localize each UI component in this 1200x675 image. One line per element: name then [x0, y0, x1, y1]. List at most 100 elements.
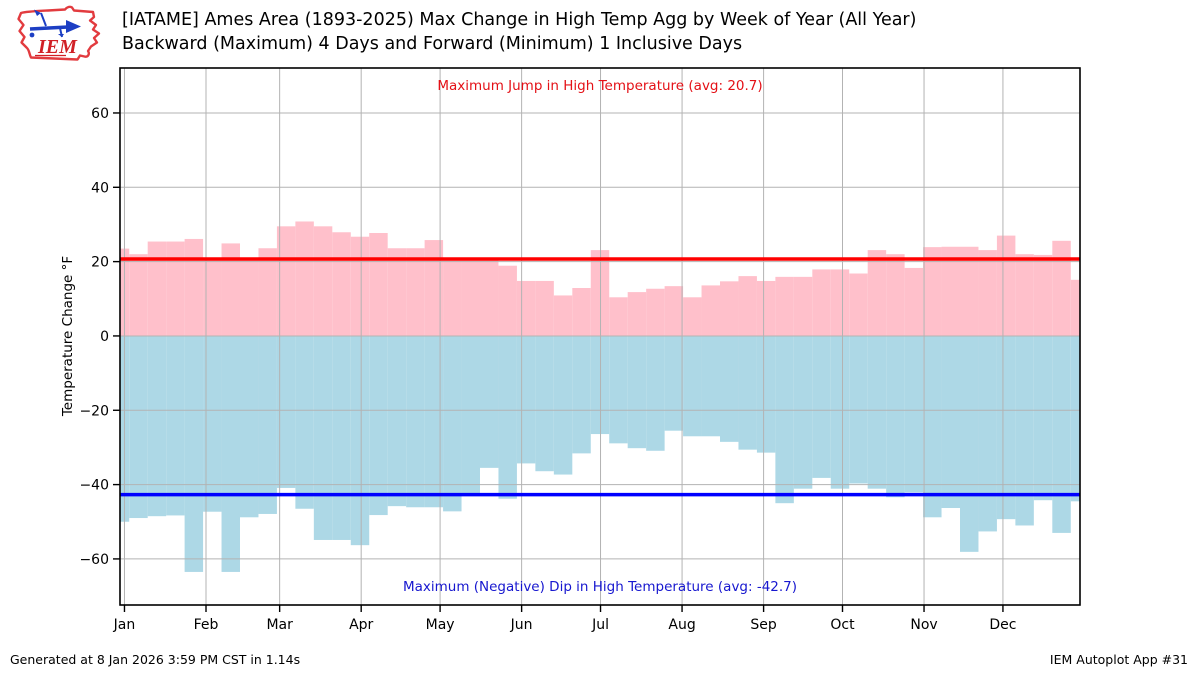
blue-bar-week-26: [572, 335, 591, 454]
blue-bar-week-12: [313, 335, 333, 540]
blue-bar-week-21: [480, 335, 499, 468]
blue-bar-week-29: [627, 335, 647, 449]
chart-title: [IATAME] Ames Area (1893-2025) Max Chang…: [122, 9, 916, 56]
red-bar-week-25: [553, 295, 573, 336]
blue-bar-week-42: [867, 335, 887, 489]
x-tick-label-Jul: Jul: [591, 617, 609, 633]
blue-bar-week-14: [350, 335, 370, 546]
red-bar-week-49: [996, 235, 1016, 336]
red-bar-week-41: [849, 273, 868, 336]
blue-bar-week-20: [461, 335, 480, 495]
red-bar-week-15: [369, 233, 388, 336]
red-bar-week-19: [443, 259, 462, 336]
blue-bar-week-17: [406, 335, 425, 508]
red-bar-week-8: [240, 258, 259, 336]
red-bar-week-27: [590, 250, 610, 336]
blue-bar-week-10: [276, 335, 296, 488]
red-bar-week-13: [332, 232, 351, 336]
red-bar-week-29: [627, 292, 647, 336]
red-bar-week-3: [147, 241, 167, 336]
red-bar-week-16: [387, 248, 407, 336]
y-axis-label: Temperature Change °F: [60, 255, 76, 417]
blue-bar-week-50: [1015, 335, 1034, 526]
red-bar-week-5: [184, 238, 204, 336]
red-bar-week-21: [480, 260, 499, 336]
blue-bar-week-5: [184, 335, 204, 572]
blue-bar-week-22: [498, 335, 517, 499]
blue-bar-week-30: [646, 335, 665, 451]
blue-bar-week-2: [129, 335, 148, 519]
blue-bar-week-32: [683, 335, 702, 437]
y-tick-label-0: 0: [100, 329, 109, 345]
iem-logo: IEM: [17, 5, 101, 61]
y-tick-label-60: 60: [91, 106, 109, 122]
red-bar-week-40: [830, 269, 850, 336]
blue-bar-week-9: [258, 335, 277, 514]
blue-bar-week-19: [443, 335, 462, 512]
red-bar-week-39: [812, 269, 831, 336]
blue-bar-week-33: [701, 335, 720, 437]
red-bar-week-28: [609, 297, 628, 336]
red-bar-week-12: [313, 226, 333, 336]
red-bar-week-47: [960, 246, 979, 336]
y-tick-label--40: −40: [79, 478, 109, 494]
weathervane-icon: [29, 9, 81, 38]
x-tick-label-Aug: Aug: [668, 617, 695, 633]
red-bar-week-45: [923, 247, 942, 336]
chart-title-line2: Backward (Maximum) 4 Days and Forward (M…: [122, 33, 743, 54]
blue-bar-week-23: [516, 335, 536, 464]
red-bar-week-44: [904, 267, 924, 336]
blue-bar-week-11: [295, 335, 314, 509]
blue-bar-week-45: [923, 335, 942, 518]
blue-series-label: Maximum (Negative) Dip in High Temperatu…: [402, 579, 798, 595]
blue-bar-week-6: [203, 335, 222, 512]
blue-bar-week-25: [553, 335, 573, 475]
red-bar-week-4: [166, 241, 185, 336]
chart-title-line1: [IATAME] Ames Area (1893-2025) Max Chang…: [122, 10, 917, 30]
blue-bar-week-41: [849, 335, 868, 484]
x-tick-label-Sep: Sep: [750, 617, 777, 633]
red-bar-week-33: [701, 285, 720, 336]
red-bar-week-2: [129, 254, 148, 336]
red-bar-week-34: [720, 281, 739, 336]
red-bar-week-30: [646, 288, 665, 336]
red-bar-week-24: [535, 280, 554, 336]
x-tick-label-Jun: Jun: [510, 617, 533, 633]
blue-bar-week-40: [830, 335, 850, 489]
red-bar-week-20: [461, 260, 480, 336]
red-bar-week-23: [516, 280, 536, 336]
blue-bar-week-16: [387, 335, 407, 507]
red-bar-week-53: [1070, 279, 1080, 336]
blue-bar-week-51: [1033, 335, 1053, 501]
blue-bar-week-52: [1052, 335, 1071, 533]
x-tick-label-Apr: Apr: [349, 617, 373, 633]
x-tick-label-Dec: Dec: [989, 617, 1016, 633]
red-bar-week-38: [793, 276, 813, 336]
red-bar-week-52: [1052, 240, 1071, 336]
blue-bar-week-44: [904, 335, 924, 493]
y-tick-label--20: −20: [79, 403, 109, 419]
red-bar-week-48: [978, 250, 997, 336]
blue-bar-week-18: [424, 335, 444, 508]
blue-bar-week-15: [369, 335, 388, 516]
red-bar-week-26: [572, 288, 591, 336]
blue-bar-week-47: [960, 335, 979, 552]
red-bar-week-35: [738, 276, 757, 336]
red-bar-week-36: [756, 280, 776, 336]
x-tick-label-Jan: Jan: [113, 617, 136, 633]
red-bar-week-46: [941, 246, 960, 336]
iowa-outline: [17, 5, 101, 61]
red-bar-week-7: [221, 243, 240, 336]
blue-bar-week-36: [756, 335, 776, 453]
blue-bar-week-31: [664, 335, 684, 431]
blue-bar-week-3: [147, 335, 167, 517]
red-bar-week-9: [258, 248, 277, 336]
y-tick-label-20: 20: [91, 255, 109, 271]
blue-bar-week-27: [590, 335, 610, 435]
blue-bar-week-8: [240, 335, 259, 518]
red-bar-week-31: [664, 286, 684, 336]
red-bar-week-11: [295, 221, 314, 336]
blue-bar-week-37: [775, 335, 794, 504]
x-tick-label-Nov: Nov: [910, 617, 937, 633]
